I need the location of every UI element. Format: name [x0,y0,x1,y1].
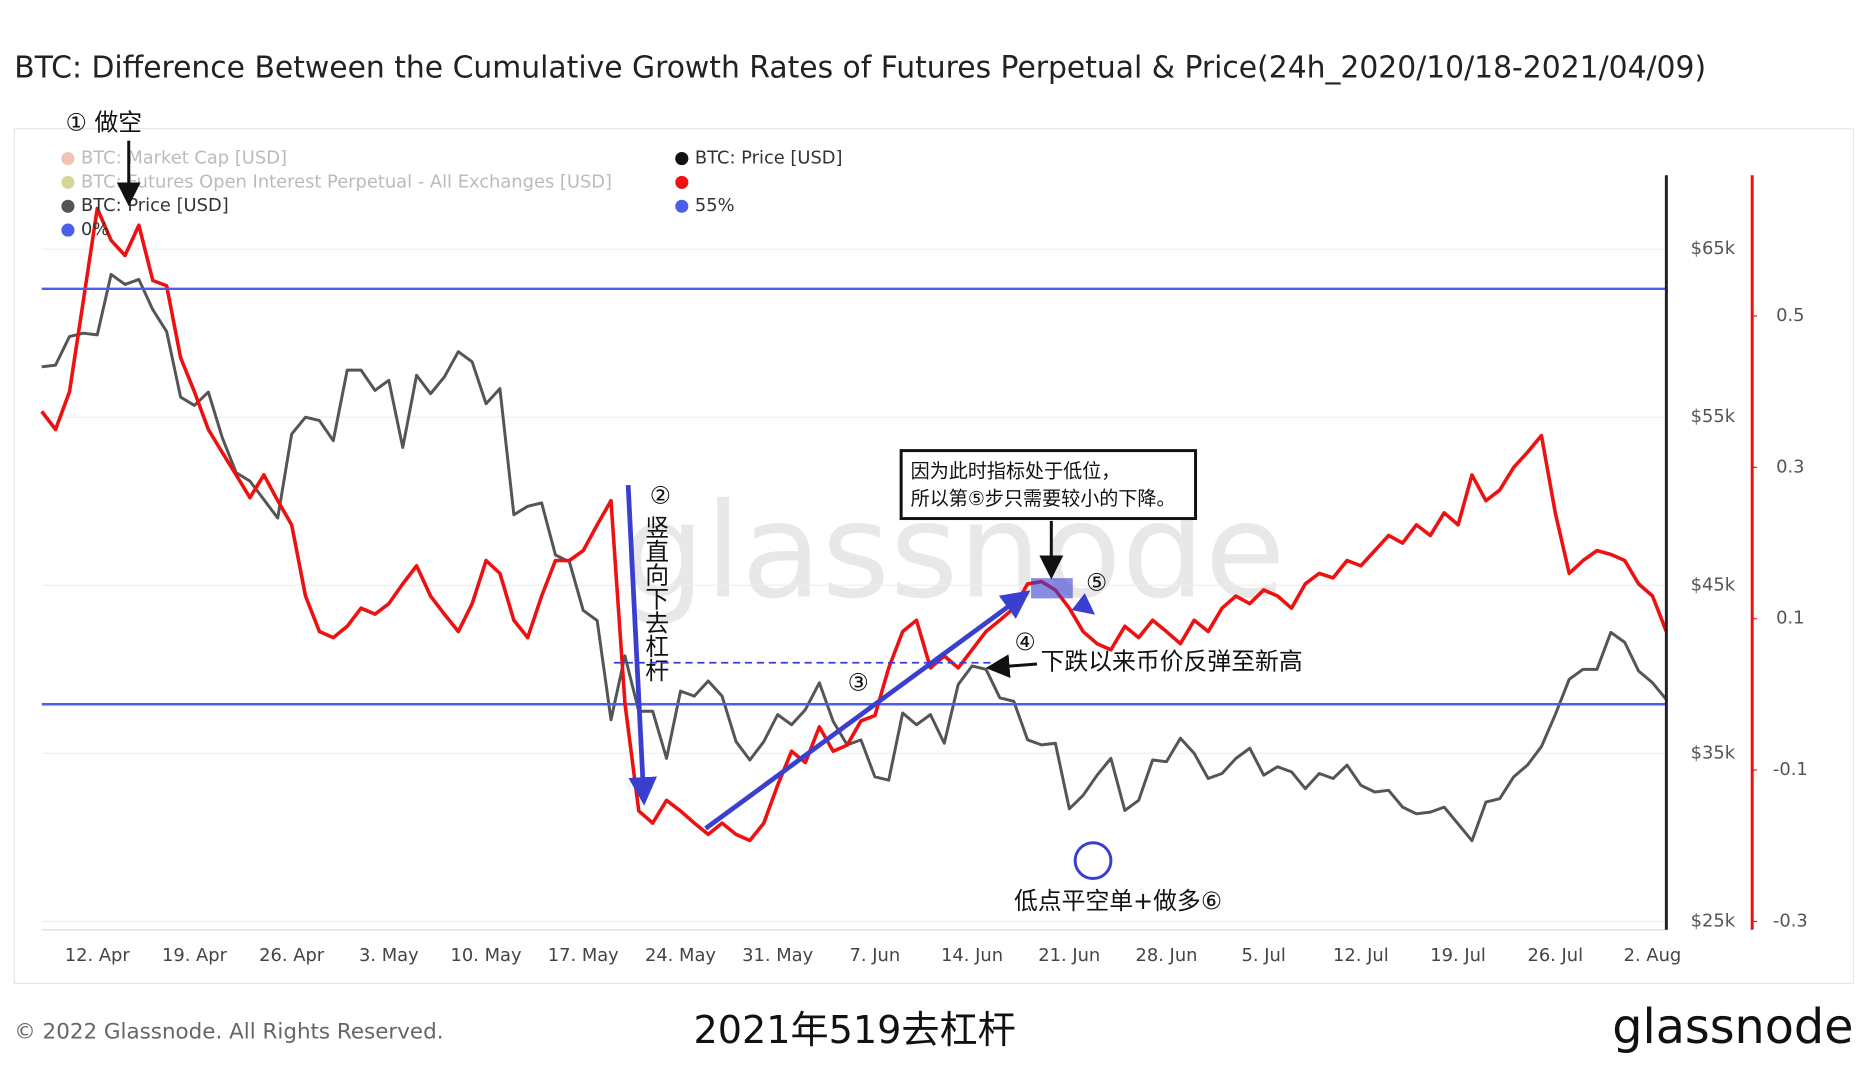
logo: glassnode [1612,1000,1853,1055]
legend-marker [675,175,689,189]
note-box [899,449,1198,521]
highlight [1031,578,1073,599]
y-tick-label: $35k [1691,742,1736,763]
y-tick-label: $55k [1691,406,1736,427]
x-tick-label: 19. Jul [1430,945,1486,966]
arrow [704,590,1031,831]
legend-marker [675,199,689,213]
annotation: ④ [1014,628,1035,656]
x-tick-label: 28. Jun [1135,945,1197,966]
legend-marker [61,199,75,213]
arrow [625,485,657,806]
chart-title: BTC: Difference Between the Cumulative G… [14,51,1706,86]
series-line [40,206,1669,843]
x-tick-label: 21. Jun [1038,945,1100,966]
x-tick-label: 31. May [742,945,813,966]
x-tick-label: 12. Apr [65,945,131,966]
y-tick-label: $45k [1691,574,1736,595]
legend-marker [61,152,75,166]
x-tick-label: 12. Jul [1333,945,1389,966]
x-tick-label: 14. Jun [941,945,1003,966]
legend-marker [675,152,689,166]
annotation: ① 做空 [66,109,143,137]
x-tick-label: 19. Apr [162,945,228,966]
x-tick-label: 10. May [451,945,522,966]
legend-label: BTC: Price [USD] [81,195,229,216]
y2-tick-label: 0.1 [1776,608,1804,629]
legend-label: 55% [695,195,735,216]
y2-tick-label: 0.3 [1776,456,1804,477]
arrow [1071,593,1096,615]
annotation: ② [650,482,671,510]
legend-label: BTC: Futures Open Interest Perpetual - A… [81,171,612,192]
x-tick-label: 24. May [645,945,716,966]
y-tick-label: $25k [1691,910,1736,931]
arrow [985,654,1038,679]
x-tick-label: 3. May [359,945,419,966]
y-tick-label: $65k [1691,238,1736,259]
legend-label: BTC: Market Cap [USD] [81,148,287,169]
annotation: ⑤ [1086,569,1107,597]
y2-tick-label: 0.5 [1776,305,1804,326]
annotation: ③ [848,669,869,697]
x-tick-label: 17. May [548,945,619,966]
x-tick-label: 26. Apr [259,945,325,966]
annotation: 所以第⑤步只需要较小的下降。 [911,488,1176,510]
legend-label: 0% [81,219,109,240]
legend-marker [61,223,75,237]
legend-marker [61,175,75,189]
y2-tick-label: -0.3 [1773,910,1808,931]
annotation: 竖直向下去杠杆 [641,515,669,682]
y2-tick-label: -0.1 [1773,759,1808,780]
x-tick-label: 7. Jun [850,945,901,966]
series-line [41,272,1668,843]
x-tick-label: 2. Aug [1624,945,1682,966]
caption: 2021年519去杠杆 [693,1008,1015,1052]
annotation: 低点平空单+做多⑥ [1014,887,1222,915]
circle-marker [1073,841,1113,881]
chart-frame [13,128,1855,985]
annotation: 下跌以来币价反弹至新高 [1041,647,1303,675]
annotation: 因为此时指标处于低位， [911,461,1121,483]
legend-label: BTC: Price [USD] [695,148,843,169]
copyright: © 2022 Glassnode. All Rights Reserved. [14,1019,443,1044]
x-tick-label: 26. Jul [1527,945,1583,966]
x-tick-label: 5. Jul [1242,945,1286,966]
